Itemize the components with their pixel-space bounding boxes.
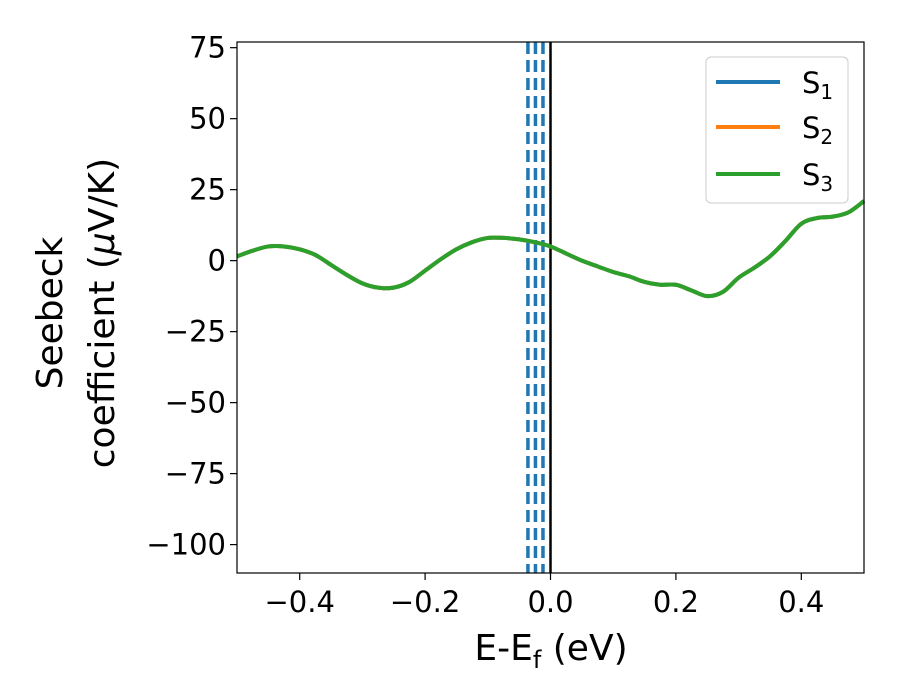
x-tick-label: 0.0	[527, 585, 573, 619]
x-tick-label: −0.2	[390, 585, 460, 619]
x-tick-label: 0.4	[778, 585, 824, 619]
y-axis-ticks: 75 50 25 0 −25 −50 −75 −100	[146, 31, 237, 562]
plot-layer	[236, 42, 866, 573]
y-axis-label-line2: coefficient (μV/K)	[82, 158, 123, 468]
legend-label-s1: S1	[802, 66, 833, 104]
x-axis-ticks: −0.4 −0.2 0.0 0.2 0.4	[264, 573, 824, 619]
legend-entry-s2: S2	[716, 111, 833, 149]
legend-box	[705, 56, 849, 204]
y-axis-label-line1: Seebeck	[30, 236, 71, 389]
legend-entry-s1: S1	[716, 66, 833, 104]
y-tick-label: 25	[189, 173, 226, 207]
series-line-s3	[236, 199, 866, 299]
legend-label-s2: S2	[802, 111, 833, 149]
y-tick-label: 50	[189, 102, 226, 136]
legend: S1 S2 S3	[705, 56, 849, 204]
y-tick-label: −100	[146, 528, 226, 562]
y-tick-label: −50	[165, 386, 226, 420]
y-tick-label: −25	[165, 315, 226, 349]
y-tick-label: 0	[208, 244, 226, 278]
x-axis-label: E-Ef (eV)	[474, 628, 627, 674]
legend-label-s3: S3	[802, 158, 833, 196]
x-tick-label: 0.2	[653, 585, 699, 619]
y-tick-label: −75	[165, 457, 226, 491]
y-axis-label: Seebeck coefficient (μV/K)	[30, 158, 123, 468]
y-tick-label: 75	[189, 31, 226, 65]
x-tick-label: −0.4	[264, 585, 334, 619]
plot-frame	[236, 41, 865, 574]
legend-entry-s3: S3	[716, 158, 833, 196]
